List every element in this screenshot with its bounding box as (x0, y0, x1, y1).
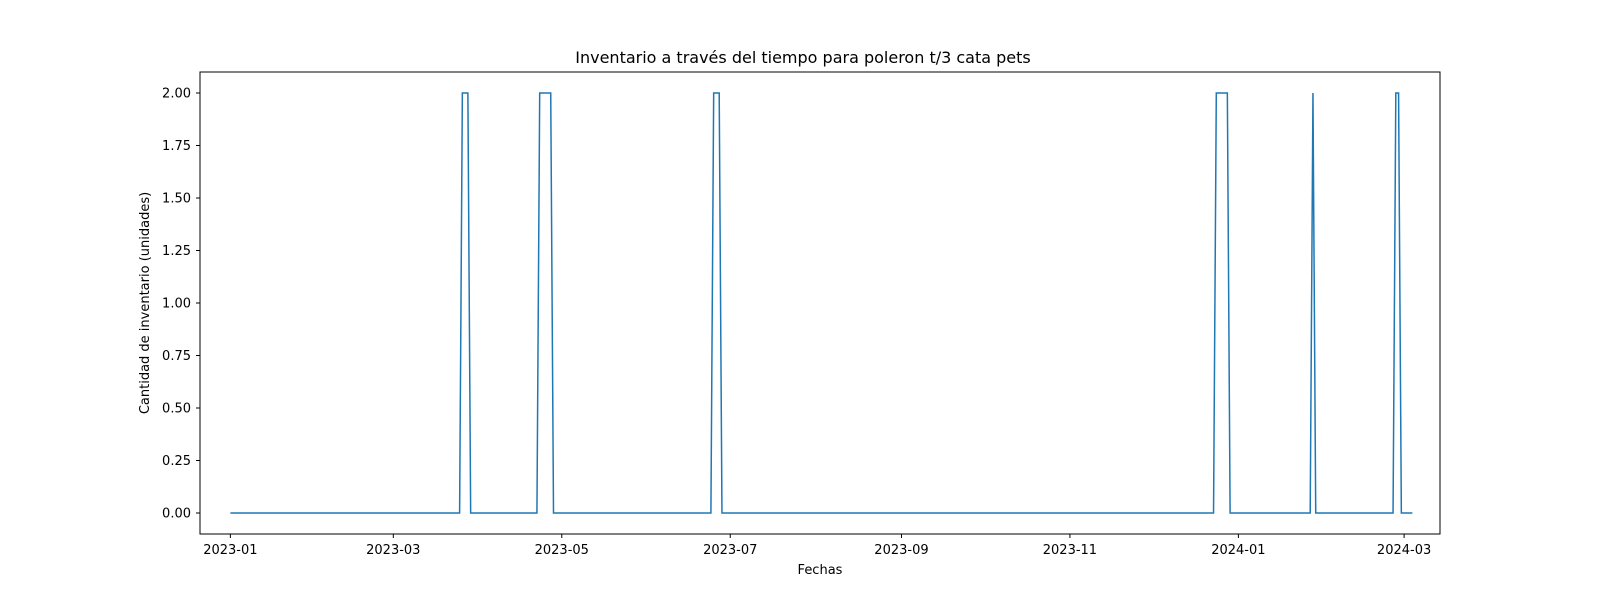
x-tick-label: 2023-09 (874, 543, 928, 558)
x-tick-label: 2023-03 (366, 543, 420, 558)
y-tick-label: 1.50 (162, 192, 191, 207)
y-tick-label: 0.25 (162, 454, 191, 469)
x-tick-label: 2023-05 (535, 543, 589, 558)
series-line (230, 92, 1413, 514)
y-tick-label: 0.50 (162, 402, 191, 417)
x-tick-label: 2024-03 (1377, 543, 1431, 558)
y-axis: 0.00 0.25 0.50 0.75 1.00 1.25 1.50 1.75 2.00 (162, 87, 200, 522)
x-tick-label: 2023-11 (1043, 543, 1097, 558)
series-layer (230, 92, 1413, 514)
y-tick-label: 1.00 (162, 297, 191, 312)
y-tick-label: 0.75 (162, 349, 191, 364)
y-axis-title: Cantidad de inventario (unidades) (138, 192, 153, 414)
x-axis-title: Fechas (798, 563, 843, 578)
x-tick-label: 2023-07 (703, 543, 757, 558)
y-tick-label: 1.75 (162, 139, 191, 154)
y-tick-label: 2.00 (162, 87, 191, 102)
y-tick-label: 0.00 (162, 507, 191, 522)
x-axis: 2023-01 2023-03 2023-05 2023-07 2023-09 2023-… (203, 534, 1431, 558)
x-tick-label: 2024-01 (1211, 543, 1265, 558)
x-tick-label: 2023-01 (203, 543, 257, 558)
chart-title: Inventario a través del tiempo para pole… (575, 48, 1031, 67)
y-tick-label: 1.25 (162, 244, 191, 259)
plot-area (199, 71, 1441, 535)
